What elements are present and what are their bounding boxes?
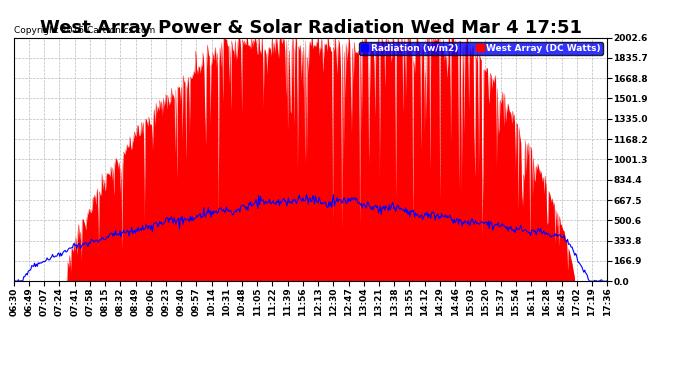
Text: Copyright 2015 Cartronics.com: Copyright 2015 Cartronics.com bbox=[14, 26, 155, 35]
Title: West Array Power & Solar Radiation Wed Mar 4 17:51: West Array Power & Solar Radiation Wed M… bbox=[39, 20, 582, 38]
Legend: Radiation (w/m2), West Array (DC Watts): Radiation (w/m2), West Array (DC Watts) bbox=[359, 42, 602, 55]
